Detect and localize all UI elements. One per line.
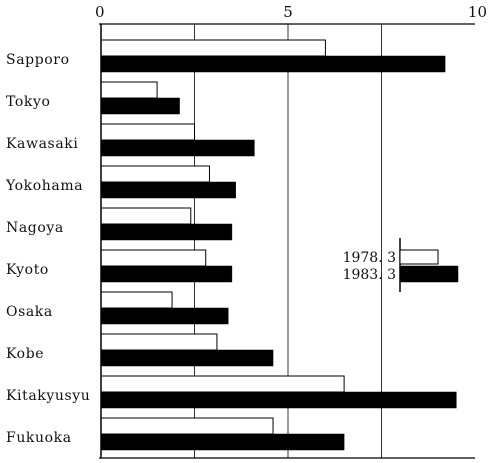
x-tick-label: 0 bbox=[95, 3, 105, 21]
bar-1978 bbox=[100, 291, 173, 309]
category-label: Kitakyusyu bbox=[6, 388, 90, 404]
category-label: Nagoya bbox=[6, 220, 64, 236]
bar-1978 bbox=[100, 417, 274, 435]
legend-swatch-1983 bbox=[399, 265, 459, 283]
axes bbox=[99, 23, 475, 459]
legend-label-1978: 1978. 3 bbox=[343, 250, 396, 266]
bar-1978 bbox=[100, 207, 192, 225]
bar-1978 bbox=[100, 81, 158, 99]
category-label: Fukuoka bbox=[6, 430, 72, 446]
x-tick-label: 5 bbox=[283, 3, 293, 21]
legend-swatch-1978 bbox=[399, 249, 439, 265]
bar-1983 bbox=[100, 307, 229, 325]
bar-1983 bbox=[100, 391, 457, 409]
bar-1983 bbox=[100, 55, 446, 73]
x-tick-label: 10 bbox=[468, 3, 487, 21]
bars bbox=[100, 39, 457, 451]
bar-1978 bbox=[100, 333, 218, 351]
category-label: Kawasaki bbox=[6, 136, 78, 152]
bar-1983 bbox=[100, 265, 233, 283]
bar-1983 bbox=[100, 349, 274, 367]
category-label: Yokohama bbox=[5, 178, 83, 194]
legend-label-1983: 1983. 3 bbox=[343, 267, 396, 283]
category-label: Sapporo bbox=[6, 52, 70, 68]
bar-1983 bbox=[100, 97, 180, 115]
bar-1983 bbox=[100, 433, 345, 451]
bar-1978 bbox=[100, 39, 326, 57]
category-label: Kobe bbox=[6, 346, 44, 362]
category-label: Kyoto bbox=[6, 262, 49, 278]
bar-1983 bbox=[100, 139, 255, 157]
bar-1983 bbox=[100, 181, 236, 199]
category-label: Tokyo bbox=[6, 94, 51, 110]
x-tick-labels: 0 5 10 bbox=[95, 3, 487, 21]
category-label: Osaka bbox=[6, 304, 53, 320]
bar-1978 bbox=[100, 165, 210, 183]
category-labels: Sapporo Tokyo Kawasaki Yokohama Nagoya Kyoto O… bbox=[5, 52, 90, 446]
bar-1983 bbox=[100, 223, 233, 241]
bar-1978 bbox=[100, 123, 195, 141]
bar-1978 bbox=[100, 249, 207, 267]
bar-1978 bbox=[100, 375, 345, 393]
